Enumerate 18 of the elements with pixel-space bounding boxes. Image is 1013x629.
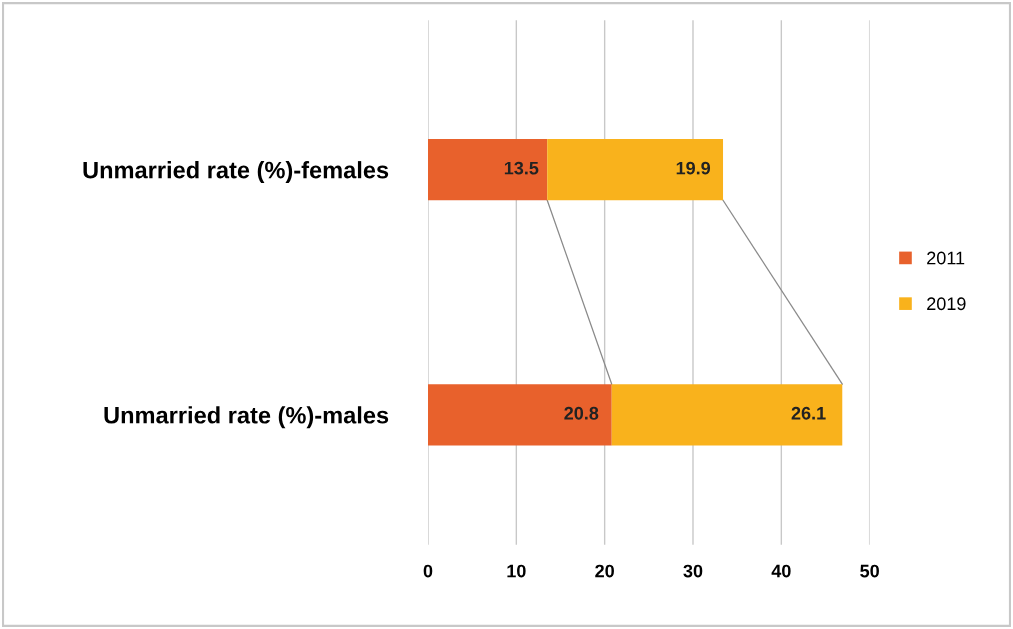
data-label: 19.9 — [676, 161, 711, 175]
bar — [547, 139, 724, 201]
bar — [427, 139, 548, 201]
bar — [427, 384, 612, 446]
data-label: 13.5 — [504, 161, 539, 175]
legend-label: 2011 — [927, 251, 965, 265]
x-tick-label: 10 — [507, 564, 526, 578]
x-tick-label: 50 — [860, 564, 879, 578]
data-label: 26.1 — [791, 406, 826, 420]
x-tick-label: 30 — [683, 564, 703, 578]
x-tick-label: 20 — [595, 564, 614, 578]
x-tick-label: 40 — [771, 564, 791, 578]
x-tick-label: 0 — [423, 564, 433, 578]
y-tick-label: Unmarried rate (%)-females — [83, 161, 389, 184]
legend-label: 2019 — [927, 297, 966, 311]
data-label: 20.8 — [564, 406, 599, 420]
bar — [611, 384, 843, 446]
y-tick-label: Unmarried rate (%)-males — [104, 406, 389, 429]
